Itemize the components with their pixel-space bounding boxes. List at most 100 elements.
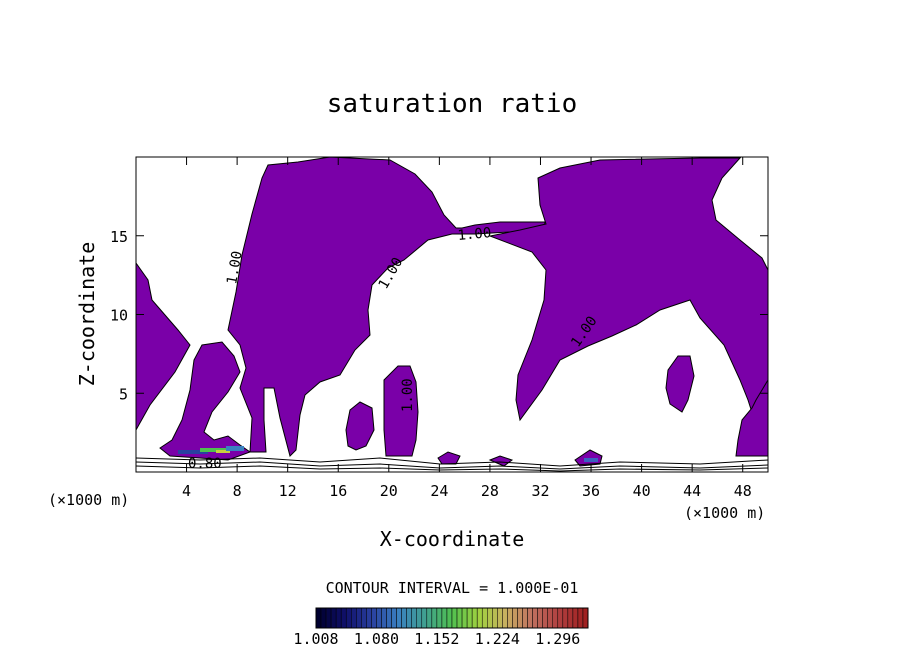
colorbar-swatch bbox=[557, 607, 564, 629]
colorbar-swatch bbox=[411, 607, 417, 629]
colorbar-swatch bbox=[582, 607, 589, 629]
colorbar-swatch bbox=[376, 607, 382, 629]
colorbar-swatch bbox=[552, 607, 559, 629]
colorbar-swatch bbox=[351, 607, 357, 629]
colorbar-swatch bbox=[522, 607, 528, 629]
x-axis-label: X-coordinate bbox=[380, 527, 525, 551]
x-tick-label: 32 bbox=[531, 482, 549, 500]
colorbar-swatch bbox=[512, 607, 518, 629]
colorbar-swatch bbox=[507, 607, 513, 629]
x-tick-label: 44 bbox=[683, 482, 701, 500]
colorbar-swatch bbox=[406, 607, 412, 629]
colorbar-swatch bbox=[562, 607, 569, 629]
cell-blue-2 bbox=[584, 458, 598, 462]
colorbar-swatch bbox=[542, 607, 548, 629]
colorbar-swatch bbox=[416, 607, 423, 629]
colorbar: 1.008 1.080 1.152 1.224 1.296 bbox=[293, 607, 589, 648]
colorbar-swatch bbox=[320, 607, 327, 629]
colorbar-swatch bbox=[492, 607, 498, 629]
low-level-colored-cells bbox=[178, 446, 598, 462]
colorbar-border bbox=[315, 607, 589, 629]
contour-label: 1.00 bbox=[400, 378, 416, 412]
colorbar-swatch bbox=[335, 607, 342, 629]
colorbar-swatch bbox=[315, 607, 322, 629]
colorbar-swatch bbox=[421, 607, 428, 629]
right-arch-region bbox=[488, 157, 769, 442]
x-tick-label: 8 bbox=[233, 482, 242, 500]
colorbar-swatch bbox=[497, 607, 503, 629]
colorbar-swatch bbox=[396, 607, 402, 629]
colorbar-swatch bbox=[330, 607, 337, 629]
colorbar-swatch bbox=[481, 607, 488, 629]
colorbar-swatch bbox=[345, 607, 352, 629]
contour-line-3 bbox=[135, 465, 769, 472]
colorbar-swatch bbox=[532, 607, 538, 629]
left-edge-region bbox=[135, 261, 191, 432]
colorbar-swatch bbox=[572, 607, 579, 629]
y-axis: 5 10 15 bbox=[110, 228, 768, 403]
colorbar-swatch bbox=[441, 607, 448, 629]
colorbar-swatch bbox=[476, 607, 483, 629]
plot-area: 1.00 1.00 1.00 1.00 1.00 0.80 4 8 12 16 20 24… bbox=[110, 156, 769, 500]
saturation-filled-region bbox=[135, 156, 769, 467]
colorbar-swatch bbox=[386, 607, 392, 629]
contour-interval-text: CONTOUR INTERVAL = 1.000E-01 bbox=[326, 579, 579, 597]
contour-line-1 bbox=[135, 457, 769, 467]
small-column-region bbox=[345, 401, 375, 451]
ground-blob-1 bbox=[437, 451, 461, 465]
x-unit-left: (×1000 m) bbox=[48, 491, 129, 509]
colorbar-swatch bbox=[340, 607, 347, 629]
x-tick-label: 24 bbox=[430, 482, 448, 500]
contour-line-2 bbox=[135, 461, 769, 470]
y-tick-label: 5 bbox=[119, 385, 128, 403]
cell-yellow bbox=[216, 450, 230, 453]
colorbar-swatch bbox=[547, 607, 553, 629]
colorbar-tick-label: 1.008 bbox=[293, 630, 338, 648]
ground-blob-3 bbox=[488, 455, 514, 467]
colorbar-swatch bbox=[366, 607, 372, 629]
colorbar-swatch bbox=[451, 607, 458, 629]
contour-label: 1.00 bbox=[224, 250, 246, 286]
colorbar-swatch bbox=[537, 607, 543, 629]
colorbar-swatch bbox=[391, 607, 397, 629]
colorbar-swatch bbox=[487, 607, 493, 629]
colorbar-swatch bbox=[527, 607, 533, 629]
x-tick-label: 40 bbox=[633, 482, 651, 500]
x-tick-label: 48 bbox=[734, 482, 752, 500]
colorbar-swatch bbox=[436, 607, 443, 629]
cell-teal bbox=[226, 446, 244, 451]
colorbar-swatch bbox=[426, 607, 433, 629]
chart-title: saturation ratio bbox=[327, 89, 577, 119]
colorbar-tick-label: 1.152 bbox=[414, 630, 459, 648]
central-tall-region bbox=[227, 156, 546, 457]
colorbar-swatch bbox=[471, 607, 478, 629]
colorbar-swatch bbox=[325, 607, 332, 629]
colorbar-swatch bbox=[456, 607, 463, 629]
colorbar-tick-label: 1.224 bbox=[475, 630, 520, 648]
colorbar-swatch bbox=[356, 607, 362, 629]
x-unit-right: (×1000 m) bbox=[684, 504, 765, 522]
x-tick-label: 12 bbox=[279, 482, 297, 500]
colorbar-swatch bbox=[446, 607, 453, 629]
cell-blue bbox=[178, 450, 208, 454]
right-edge-region bbox=[735, 378, 769, 457]
colorbar-swatch bbox=[401, 607, 407, 629]
mid-column-region bbox=[383, 365, 419, 457]
colorbar-swatch bbox=[381, 607, 387, 629]
x-axis: 4 8 12 16 20 24 28 32 36 40 44 48 bbox=[182, 157, 752, 500]
contour-lines bbox=[135, 457, 769, 472]
y-axis-label: Z-coordinate bbox=[75, 242, 99, 387]
colorbar-swatch bbox=[461, 607, 468, 629]
colorbar-tick-label: 1.296 bbox=[535, 630, 580, 648]
x-tick-label: 28 bbox=[481, 482, 499, 500]
y-tick-label: 15 bbox=[110, 228, 128, 246]
colorbar-swatch bbox=[466, 607, 473, 629]
contour-label: 0.80 bbox=[188, 456, 222, 472]
x-tick-label: 4 bbox=[182, 482, 191, 500]
y-tick-label: 10 bbox=[110, 307, 128, 325]
colorbar-swatch bbox=[567, 607, 574, 629]
colorbar-swatch bbox=[431, 607, 438, 629]
x-tick-label: 20 bbox=[380, 482, 398, 500]
contour-label: 1.00 bbox=[457, 225, 492, 244]
